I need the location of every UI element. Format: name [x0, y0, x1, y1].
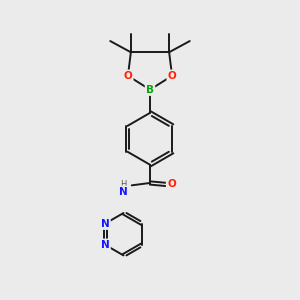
Text: O: O — [124, 71, 132, 81]
Text: N: N — [119, 187, 128, 197]
Text: H: H — [120, 180, 127, 189]
Text: N: N — [101, 240, 110, 250]
Text: O: O — [168, 71, 176, 81]
Text: B: B — [146, 85, 154, 94]
Text: N: N — [101, 219, 110, 229]
Text: O: O — [167, 179, 176, 190]
